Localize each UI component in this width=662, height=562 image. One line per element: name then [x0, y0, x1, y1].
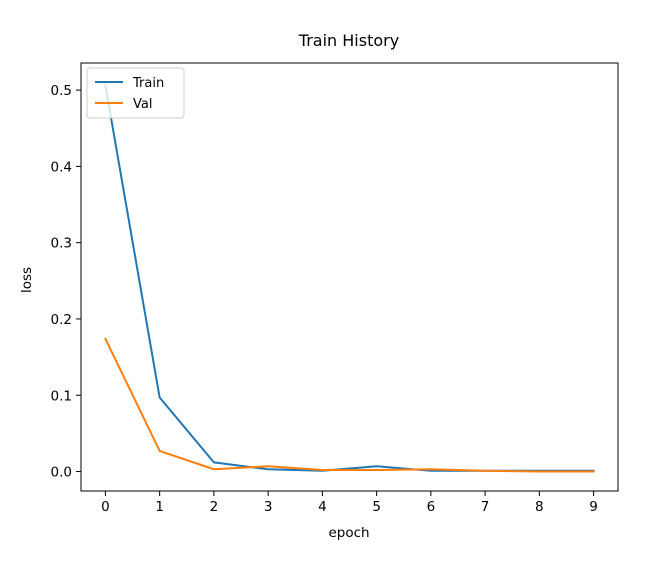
series-line-val: [104, 337, 595, 473]
x-tick-label: 2: [210, 499, 219, 515]
x-axis-ticks: 0 1 2 3 4 5 6 7 8 9: [101, 491, 598, 515]
legend-box: [86, 67, 185, 119]
y-tick-label: 0.4: [51, 159, 72, 175]
y-tick-label: 0.3: [51, 236, 72, 252]
series-lines: [104, 84, 595, 473]
y-tick-label: 0.5: [51, 83, 72, 99]
y-tick-label: 0.2: [51, 312, 72, 328]
y-tick-label: 0.1: [51, 388, 72, 404]
x-tick-label: 5: [372, 499, 381, 515]
y-axis-ticks: 0.0 0.1 0.2 0.3 0.4 0.5: [51, 83, 81, 481]
x-tick-label: 6: [427, 499, 436, 515]
x-tick-label: 9: [589, 499, 598, 515]
x-tick-label: 8: [535, 499, 544, 515]
chart-title: Train History: [298, 31, 399, 50]
legend-label-val: Val: [133, 97, 152, 112]
legend-label-train: Train: [132, 76, 164, 91]
x-tick-label: 1: [155, 499, 164, 515]
x-tick-label: 0: [101, 499, 110, 515]
y-axis-label: loss: [19, 267, 35, 293]
plot-frame: [80, 62, 619, 492]
y-tick-label: 0.0: [51, 465, 72, 481]
x-axis-label: epoch: [328, 525, 369, 541]
x-tick-label: 3: [264, 499, 273, 515]
x-tick-label: 7: [481, 499, 490, 515]
legend: Train Val: [86, 67, 185, 119]
x-tick-label: 4: [318, 499, 327, 515]
